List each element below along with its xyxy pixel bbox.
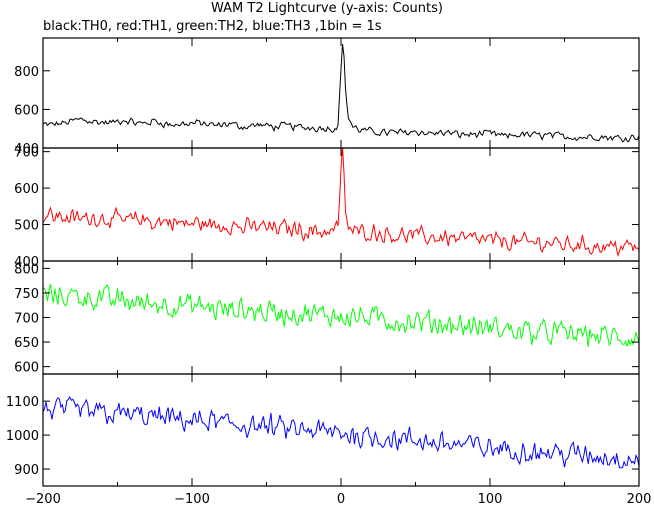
x-tick-label-2: 0 [337, 492, 345, 505]
y-tick-label-3-2: 1100 [6, 395, 39, 410]
panel-frame-3 [42, 373, 640, 487]
y-tick-label-0-2: 800 [14, 65, 39, 80]
chart-subtitle: black:TH0, red:TH1, green:TH2, blue:TH3 … [43, 19, 382, 34]
series-line-3 [43, 395, 639, 469]
x-tick-label-0: −200 [25, 492, 61, 505]
panel-frame-0 [42, 37, 640, 149]
y-tick-label-3-0: 900 [14, 463, 39, 478]
y-tick-label-2-2: 700 [14, 312, 39, 327]
y-tick-label-0-0: 400 [14, 142, 39, 157]
y-tick-label-1-3: 700 [14, 146, 39, 161]
panels: 4006008004005006007006006507007508009001… [6, 37, 652, 505]
y-tick-label-2-3: 750 [14, 287, 39, 302]
series-line-0 [43, 44, 639, 143]
x-tick-label-1: −100 [174, 492, 210, 505]
x-tick-label-4: 200 [627, 492, 652, 505]
y-tick-label-1-0: 400 [14, 255, 39, 270]
y-tick-label-1-1: 500 [14, 219, 39, 234]
y-tick-label-0-1: 600 [14, 103, 39, 118]
y-tick-label-2-0: 600 [14, 361, 39, 376]
y-tick-label-1-2: 600 [14, 182, 39, 197]
chart-title: WAM T2 Lightcurve (y-axis: Counts) [211, 1, 443, 16]
x-tick-label-3: 100 [478, 492, 503, 505]
y-tick-label-2-4: 800 [14, 262, 39, 277]
panel-frame-2 [42, 260, 640, 375]
y-tick-label-3-1: 1000 [6, 429, 39, 444]
series-line-1 [43, 148, 639, 258]
series-line-2 [43, 283, 639, 348]
y-tick-label-2-1: 650 [14, 336, 39, 351]
